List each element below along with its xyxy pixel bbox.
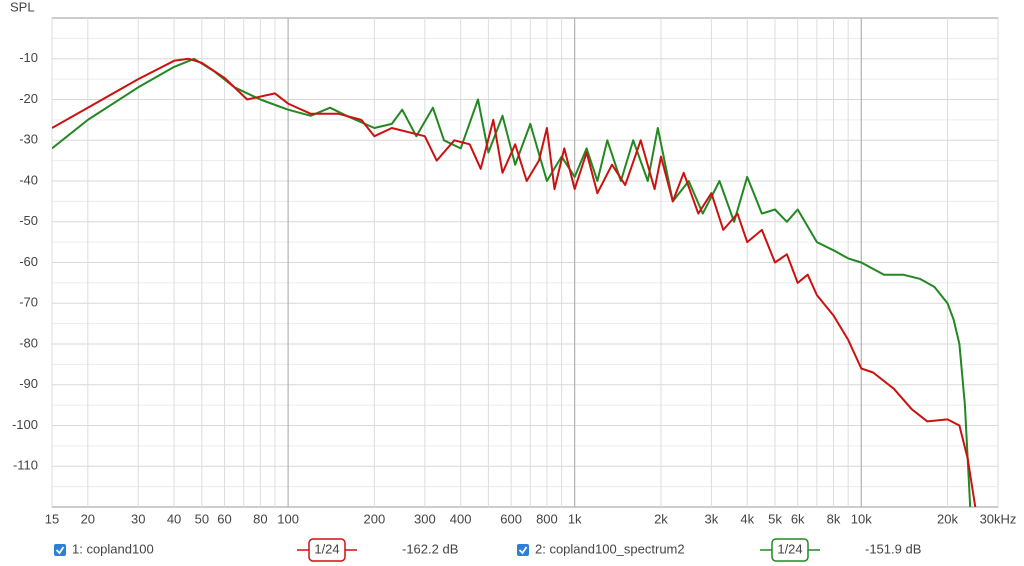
legend-label: 2: copland100_spectrum2 — [535, 541, 685, 556]
x-tick-label: 600 — [500, 511, 522, 526]
x-tick-label: 400 — [450, 511, 472, 526]
x-tick-label: 50 — [195, 511, 209, 526]
smoothing-label: 1/24 — [777, 541, 802, 556]
x-tick-label: 30kHz — [980, 511, 1017, 526]
y-tick-label: -70 — [19, 295, 38, 310]
y-tick-label: -30 — [19, 132, 38, 147]
level-label: -151.9 dB — [865, 541, 921, 556]
x-tick-label: 300 — [414, 511, 436, 526]
legend-entry[interactable]: 2: copland100_spectrum2 1/24 -151.9 dB — [517, 538, 921, 562]
x-tick-label: 40 — [167, 511, 181, 526]
x-tick-label: 800 — [536, 511, 558, 526]
y-tick-label: -80 — [19, 335, 38, 350]
legend-checkbox[interactable] — [517, 544, 529, 556]
y-tick-label: -110 — [13, 458, 38, 473]
x-tick-label: 20k — [937, 511, 958, 526]
checkmark — [518, 546, 528, 555]
x-tick-label: 80 — [253, 511, 267, 526]
smoothing-label: 1/24 — [314, 541, 339, 556]
legend-label: 1: copland100 — [72, 541, 154, 556]
x-tick-label: 5k — [768, 511, 782, 526]
x-tick-label: 8k — [827, 511, 841, 526]
y-axis-label: SPL — [10, 0, 35, 14]
x-tick-label: 1k — [568, 511, 582, 526]
level-label: -162.2 dB — [402, 541, 458, 556]
y-tick-label: -10 — [19, 50, 38, 65]
y-tick-label: -20 — [19, 91, 38, 106]
x-tick-label: 60 — [217, 511, 231, 526]
x-tick-label: 6k — [791, 511, 805, 526]
x-tick-label: 30 — [131, 511, 145, 526]
legend-checkbox[interactable] — [54, 544, 66, 556]
series-line — [52, 57, 977, 507]
smoothing-box — [771, 538, 809, 562]
legend-entry[interactable]: 1: copland100 1/24 -162.2 dB — [54, 538, 458, 562]
x-tick-label: 20 — [81, 511, 95, 526]
smoothing-box — [308, 538, 346, 562]
x-tick-label: 10k — [851, 511, 872, 526]
y-tick-label: -40 — [19, 172, 38, 187]
y-tick-label: -60 — [19, 254, 38, 269]
y-tick-label: -50 — [19, 213, 38, 228]
y-tick-label: -100 — [12, 417, 38, 432]
checkmark — [55, 546, 65, 555]
x-tick-label: 100 — [277, 511, 299, 526]
x-tick-label: 2k — [654, 511, 668, 526]
x-tick-label: 3k — [705, 511, 719, 526]
y-tick-label: -90 — [19, 376, 38, 391]
x-tick-label: 200 — [364, 511, 386, 526]
x-tick-label: 4k — [740, 511, 754, 526]
x-tick-label: 15 — [45, 511, 59, 526]
